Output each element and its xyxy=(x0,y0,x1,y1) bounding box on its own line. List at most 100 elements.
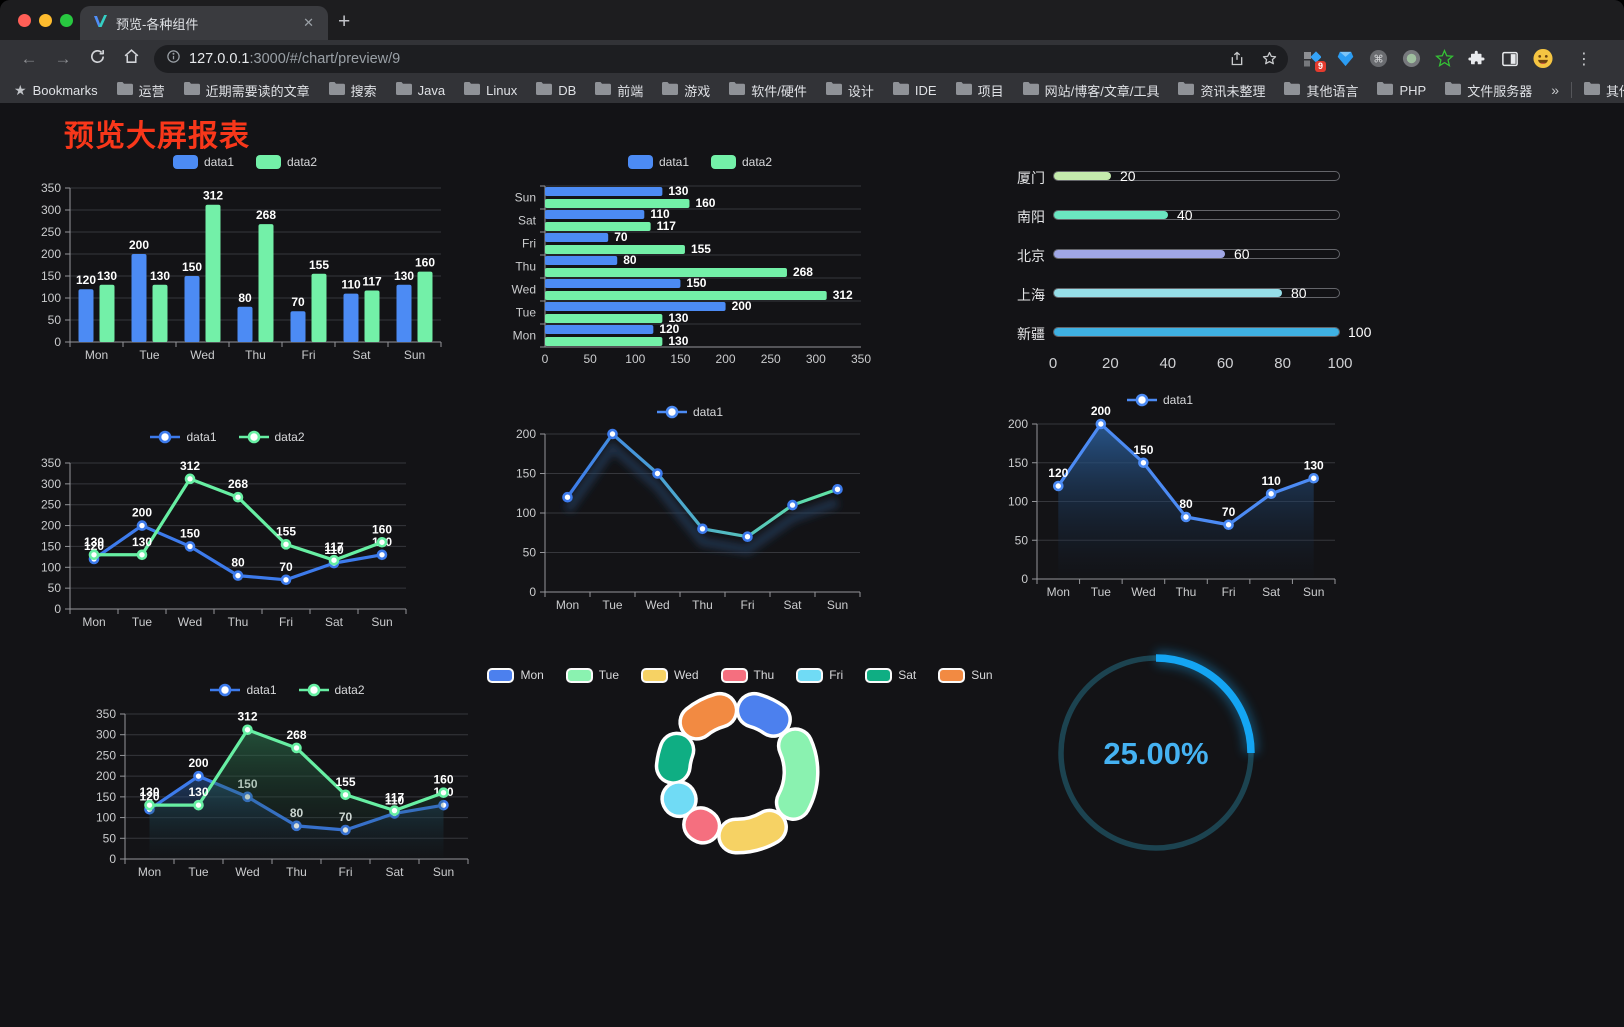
bar[interactable] xyxy=(545,245,685,254)
data-point[interactable] xyxy=(184,473,196,485)
bar[interactable] xyxy=(258,224,274,342)
data-point[interactable] xyxy=(280,574,292,586)
bar[interactable] xyxy=(205,204,221,342)
window-minimize-button[interactable] xyxy=(39,14,52,27)
data-point[interactable] xyxy=(1138,457,1149,469)
extension-star-icon[interactable] xyxy=(1434,49,1454,69)
data-point[interactable] xyxy=(438,787,449,799)
window-close-button[interactable] xyxy=(18,14,31,27)
bookmark-folder-item[interactable]: PHP xyxy=(1377,81,1426,100)
data-point[interactable] xyxy=(1308,472,1320,484)
bookmarks-manager-item[interactable]: ★ Bookmarks xyxy=(14,82,98,99)
share-icon[interactable] xyxy=(1229,50,1245,67)
other-bookmarks-folder[interactable]: 其他书签 xyxy=(1584,81,1624,100)
data-point[interactable] xyxy=(832,484,843,495)
data-point[interactable] xyxy=(607,428,618,440)
data-point[interactable] xyxy=(389,805,400,816)
profile-avatar[interactable] xyxy=(1533,48,1553,69)
extension-dot-icon[interactable] xyxy=(1401,49,1421,69)
data-point[interactable] xyxy=(340,789,351,801)
progress-track[interactable]: 60 xyxy=(1053,246,1340,262)
bar[interactable] xyxy=(545,268,787,277)
site-info-icon[interactable] xyxy=(166,49,181,69)
new-tab-button[interactable]: + xyxy=(338,10,351,33)
data-point[interactable] xyxy=(136,549,148,561)
legend-item[interactable]: data1 xyxy=(656,405,723,419)
bar[interactable] xyxy=(545,233,609,242)
pie-slice[interactable] xyxy=(778,730,816,818)
data-point[interactable] xyxy=(232,491,244,503)
bookmark-folder-item[interactable]: 游戏 xyxy=(662,81,710,100)
extension-grid-icon[interactable]: 9 xyxy=(1302,49,1326,72)
pie-slice[interactable] xyxy=(681,695,735,738)
data-point[interactable] xyxy=(242,724,253,736)
data-point[interactable] xyxy=(328,554,340,566)
data-point[interactable] xyxy=(280,539,292,550)
bar[interactable] xyxy=(545,256,618,265)
data-point[interactable] xyxy=(697,523,708,535)
data-point[interactable] xyxy=(1223,519,1234,531)
pie-slice[interactable] xyxy=(720,812,785,851)
bar[interactable] xyxy=(99,284,115,342)
bookmark-folder-item[interactable]: Java xyxy=(395,81,445,100)
bookmark-folder-item[interactable]: IDE xyxy=(892,81,937,100)
bar[interactable] xyxy=(545,187,663,196)
back-button[interactable]: ← xyxy=(20,48,38,68)
progress-track[interactable]: 100 xyxy=(1053,324,1371,340)
data-point[interactable] xyxy=(787,499,798,511)
bookmark-folder-item[interactable]: 网站/博客/文章/工具 xyxy=(1022,81,1159,100)
legend-item[interactable]: data1 xyxy=(1126,393,1193,407)
progress-track[interactable]: 80 xyxy=(1053,285,1340,301)
extension-gem-icon[interactable] xyxy=(1335,49,1355,69)
data-point[interactable] xyxy=(376,536,388,548)
legend-item[interactable]: Mon xyxy=(487,667,544,683)
data-point[interactable] xyxy=(1052,480,1064,492)
bookmark-folder-item[interactable]: 项目 xyxy=(955,81,1004,100)
legend-item[interactable]: data1 xyxy=(150,430,217,444)
bookmark-folder-item[interactable]: 资讯未整理 xyxy=(1178,81,1265,100)
bar[interactable] xyxy=(184,276,200,342)
legend-item[interactable]: Fri xyxy=(796,667,843,683)
data-point[interactable] xyxy=(652,468,663,479)
data-point[interactable] xyxy=(1265,488,1277,500)
bar[interactable] xyxy=(545,222,651,231)
data-point[interactable] xyxy=(376,549,388,561)
legend-item[interactable]: Thu xyxy=(720,667,774,683)
browser-menu-icon[interactable]: ⋮ xyxy=(1576,50,1592,68)
bar[interactable] xyxy=(152,284,168,342)
extension-cmd-icon[interactable]: ⌘ xyxy=(1368,49,1388,69)
legend-item[interactable]: data1 xyxy=(627,155,689,169)
bar[interactable] xyxy=(545,210,645,219)
bar[interactable] xyxy=(131,254,147,342)
legend-item[interactable]: data2 xyxy=(711,155,772,169)
pie-slice[interactable] xyxy=(739,695,789,735)
bookmark-folder-item[interactable]: 搜索 xyxy=(328,81,377,100)
bookmark-folder-item[interactable]: 运营 xyxy=(116,81,165,100)
tab-close-icon[interactable]: ✕ xyxy=(303,15,314,30)
data-point[interactable] xyxy=(562,491,573,503)
extensions-puzzle-icon[interactable] xyxy=(1467,49,1487,69)
bar[interactable] xyxy=(396,284,412,342)
legend-item[interactable]: data2 xyxy=(256,155,317,169)
legend-item[interactable]: data1 xyxy=(172,155,234,169)
legend-item[interactable]: Sat xyxy=(865,667,916,683)
bookmark-folder-item[interactable]: 近期需要读的文章 xyxy=(183,81,310,100)
bookmark-folder-item[interactable]: 软件/硬件 xyxy=(729,81,807,100)
data-point[interactable] xyxy=(136,520,148,531)
progress-track[interactable]: 40 xyxy=(1053,207,1340,223)
bookmark-folder-item[interactable]: Linux xyxy=(464,81,517,100)
bar[interactable] xyxy=(545,325,654,334)
legend-item[interactable]: data2 xyxy=(298,683,365,697)
bar[interactable] xyxy=(311,273,327,342)
legend-item[interactable]: Tue xyxy=(565,667,619,683)
home-button[interactable] xyxy=(114,48,148,70)
bookmark-folder-item[interactable]: 设计 xyxy=(825,81,874,100)
bar[interactable] xyxy=(417,271,433,342)
data-point[interactable] xyxy=(184,541,196,552)
legend-item[interactable]: Sun xyxy=(938,667,993,683)
legend-item[interactable]: data1 xyxy=(210,683,277,697)
bar[interactable] xyxy=(78,289,94,342)
browser-tab[interactable]: 预览-各种组件 ✕ xyxy=(80,6,328,40)
data-point[interactable] xyxy=(1180,511,1192,523)
data-point[interactable] xyxy=(144,799,155,811)
